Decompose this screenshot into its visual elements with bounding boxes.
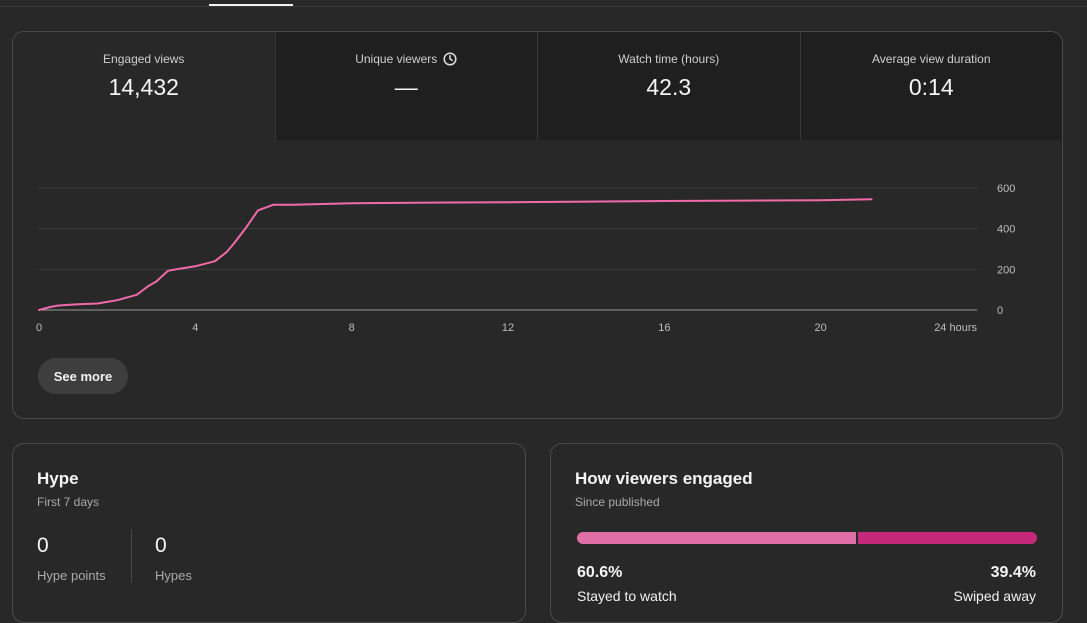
metric-label: Average view duration xyxy=(871,52,991,66)
metric-unique-viewers[interactable]: Unique viewers — xyxy=(274,32,537,140)
stayed-bar-segment xyxy=(577,532,856,544)
hype-card: Hype First 7 days 0 Hype points 0 Hypes xyxy=(12,443,526,623)
x-tick-label: 12 xyxy=(502,322,514,334)
metric-value: 14,432 xyxy=(108,74,179,100)
metric-engaged-views[interactable]: Engaged views 14,432 xyxy=(13,32,275,140)
hype-subtitle: First 7 days xyxy=(37,495,100,509)
overview-card: Engaged views 14,432 Unique viewers — Wa… xyxy=(12,31,1063,419)
stayed-percent: 60.6% xyxy=(577,564,623,581)
x-tick-label: 0 xyxy=(36,322,42,334)
metric-value: 42.3 xyxy=(646,74,692,100)
x-tick-label: 4 xyxy=(192,322,198,334)
tab-divider xyxy=(0,6,1087,7)
swiped-label: Swiped away xyxy=(953,588,1037,604)
x-tick-label: 20 xyxy=(815,322,827,334)
x-tick-label: 24 hours xyxy=(934,322,977,334)
stayed-label: Stayed to watch xyxy=(577,588,677,604)
active-tab-indicator xyxy=(209,4,293,6)
x-tick-label: 8 xyxy=(349,322,355,334)
series-line-0[interactable] xyxy=(38,198,873,311)
hypes-value: 0 xyxy=(155,534,167,557)
hypes-stat: 0 Hypes xyxy=(155,534,192,583)
hype-divider xyxy=(131,530,132,582)
y-tick-label: 400 xyxy=(997,224,1015,236)
metric-value: 0:14 xyxy=(908,74,954,100)
hypes-label: Hypes xyxy=(155,568,192,583)
metric-label: Unique viewers xyxy=(355,52,438,66)
clock-icon[interactable] xyxy=(443,52,457,66)
see-more-button[interactable]: See more xyxy=(38,358,128,394)
y-tick-label: 200 xyxy=(997,264,1015,276)
hype-points-stat: 0 Hype points xyxy=(37,534,106,583)
bar-gap xyxy=(855,532,858,544)
engagement-bar xyxy=(577,532,1037,544)
metric-label: Engaged views xyxy=(103,52,185,66)
metrics-row: Engaged views 14,432 Unique viewers — Wa… xyxy=(13,32,1062,140)
engagement-title: How viewers engaged xyxy=(575,469,753,488)
hype-title: Hype xyxy=(37,469,79,488)
hype-points-label: Hype points xyxy=(37,568,106,583)
engaged-views-chart: 600 400 200 0 0 4 8 12 16 20 24 hours xyxy=(13,140,1062,340)
swiped-bar-segment xyxy=(857,532,1037,544)
y-tick-label: 0 xyxy=(997,305,1003,317)
metric-watch-time[interactable]: Watch time (hours) 42.3 xyxy=(537,32,800,140)
chart-svg: 600 400 200 0 0 4 8 12 16 20 24 hours xyxy=(36,183,1015,334)
y-tick-label: 600 xyxy=(997,183,1015,195)
swiped-percent: 39.4% xyxy=(990,564,1036,581)
hype-points-value: 0 xyxy=(37,534,49,557)
metric-value: — xyxy=(394,74,418,100)
x-tick-label: 16 xyxy=(658,322,670,334)
engagement-subtitle: Since published xyxy=(575,495,660,509)
metric-average-view-duration[interactable]: Average view duration 0:14 xyxy=(799,32,1062,140)
engagement-card: How viewers engaged Since published 60.6… xyxy=(550,443,1063,623)
metric-label: Watch time (hours) xyxy=(618,52,720,66)
